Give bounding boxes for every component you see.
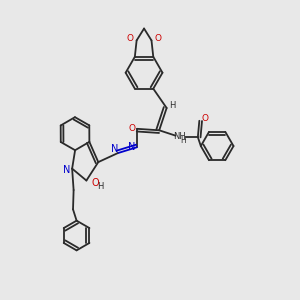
Text: O: O [127,34,134,43]
Text: O: O [92,178,99,188]
Text: H: H [180,136,186,146]
Text: O: O [202,114,209,123]
Text: H: H [169,101,175,110]
Text: H: H [98,182,104,191]
Text: O: O [128,124,135,133]
Text: N: N [111,144,118,154]
Text: NH: NH [173,132,185,141]
Text: O: O [154,34,161,43]
Text: N: N [128,142,135,152]
Text: N: N [63,165,70,175]
